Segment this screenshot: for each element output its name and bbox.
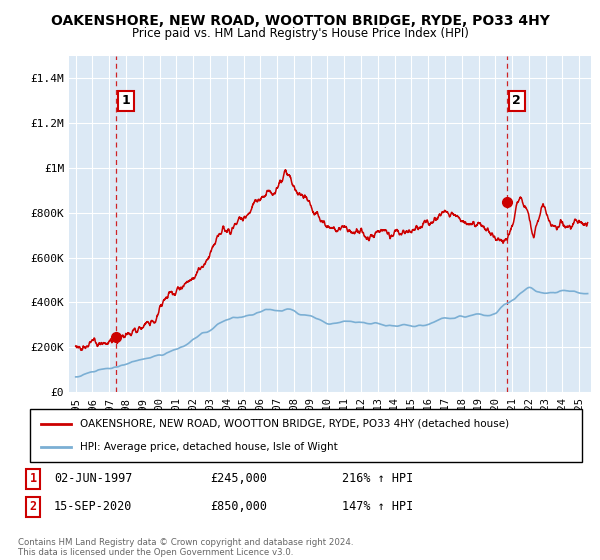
Text: Contains HM Land Registry data © Crown copyright and database right 2024.
This d: Contains HM Land Registry data © Crown c… xyxy=(18,538,353,557)
Text: OAKENSHORE, NEW ROAD, WOOTTON BRIDGE, RYDE, PO33 4HY: OAKENSHORE, NEW ROAD, WOOTTON BRIDGE, RY… xyxy=(50,14,550,28)
Text: 02-JUN-1997: 02-JUN-1997 xyxy=(54,472,133,486)
Text: 2: 2 xyxy=(29,500,37,514)
Text: Price paid vs. HM Land Registry's House Price Index (HPI): Price paid vs. HM Land Registry's House … xyxy=(131,27,469,40)
Text: HPI: Average price, detached house, Isle of Wight: HPI: Average price, detached house, Isle… xyxy=(80,442,337,452)
Text: OAKENSHORE, NEW ROAD, WOOTTON BRIDGE, RYDE, PO33 4HY (detached house): OAKENSHORE, NEW ROAD, WOOTTON BRIDGE, RY… xyxy=(80,419,509,429)
Text: 15-SEP-2020: 15-SEP-2020 xyxy=(54,500,133,514)
Text: 1: 1 xyxy=(121,94,130,108)
Text: 147% ↑ HPI: 147% ↑ HPI xyxy=(342,500,413,514)
Text: 2: 2 xyxy=(512,94,521,108)
Text: 216% ↑ HPI: 216% ↑ HPI xyxy=(342,472,413,486)
FancyBboxPatch shape xyxy=(30,409,582,462)
Text: £245,000: £245,000 xyxy=(210,472,267,486)
Text: £850,000: £850,000 xyxy=(210,500,267,514)
Text: 1: 1 xyxy=(29,472,37,486)
